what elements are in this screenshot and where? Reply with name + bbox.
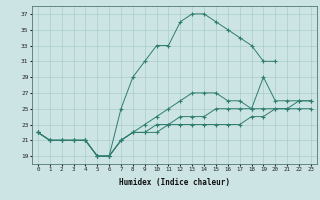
- X-axis label: Humidex (Indice chaleur): Humidex (Indice chaleur): [119, 178, 230, 187]
